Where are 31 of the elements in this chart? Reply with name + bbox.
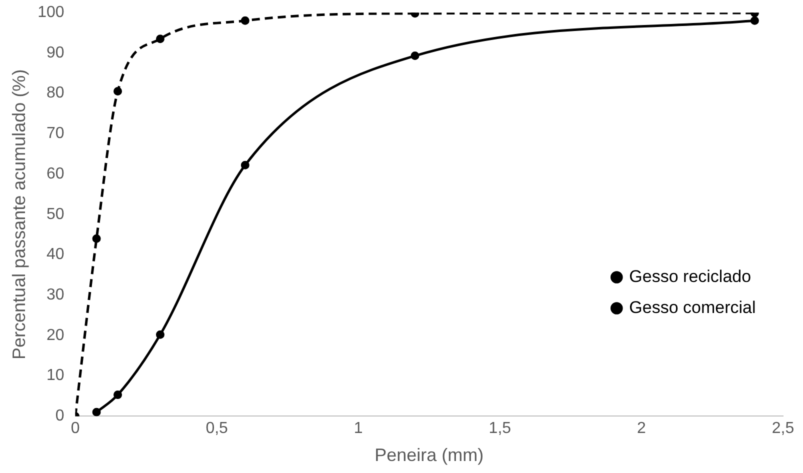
legend-label: Gesso reciclado	[629, 266, 752, 286]
y-tick-label: 20	[46, 326, 64, 344]
x-tick-label: 0,5	[206, 420, 228, 438]
y-tick-label: 50	[46, 206, 64, 223]
x-tick-label: 0	[70, 420, 80, 438]
x-tick-label: 1,5	[488, 420, 512, 438]
point	[114, 390, 122, 400]
y-tick-label: 0	[55, 408, 64, 425]
y-tick-label: 90	[46, 44, 64, 62]
y-tick-label: 10	[46, 367, 64, 384]
point	[92, 408, 101, 416]
y-tick-label: 70	[46, 125, 64, 142]
legend-label: Gesso comercial	[629, 298, 756, 317]
point	[240, 160, 250, 170]
point	[410, 52, 420, 60]
x-axis-title: Peneira (mm)	[374, 445, 484, 466]
point	[750, 16, 759, 25]
y-tick-label: 100	[38, 4, 64, 22]
point	[240, 16, 250, 25]
y-tick-label: 80	[46, 84, 64, 102]
y-tick-label: 40	[46, 246, 64, 264]
x-tick-label: 1	[354, 420, 363, 438]
point	[92, 234, 101, 243]
point	[156, 34, 164, 44]
x-tick-label: 2,5	[772, 420, 794, 438]
point	[156, 330, 164, 339]
y-tick-label: 60	[46, 165, 64, 182]
point	[114, 87, 122, 96]
x-tick-label: 2	[637, 420, 646, 438]
y-axis-title: Percentual passante acumulado (%)	[8, 69, 29, 360]
y-tick-label: 30	[46, 286, 64, 304]
